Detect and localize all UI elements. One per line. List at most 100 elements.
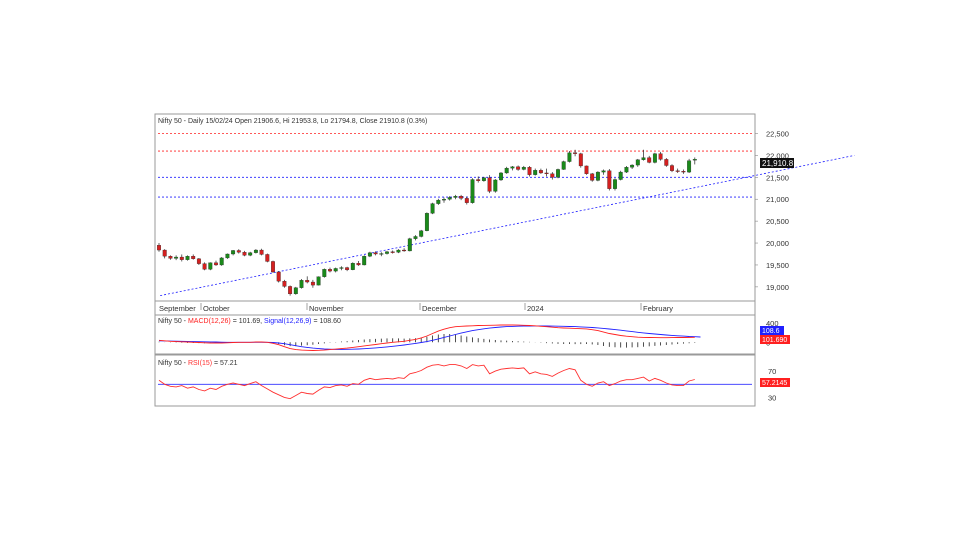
candle-body: [179, 256, 184, 260]
candle-body: [385, 251, 389, 254]
macd-label: MACD(12,26): [188, 318, 231, 325]
candle-body: [481, 177, 486, 181]
month-label: November: [309, 304, 344, 313]
candle-body: [590, 173, 595, 181]
candle: [179, 254, 184, 262]
candle: [282, 279, 287, 288]
candle: [265, 253, 270, 263]
candle: [231, 250, 236, 256]
candle-body: [191, 256, 196, 259]
month-label: September: [159, 304, 196, 313]
candle: [595, 171, 600, 182]
candle-body: [607, 170, 612, 189]
candle: [196, 257, 201, 265]
candle: [658, 151, 663, 161]
candle: [652, 152, 657, 164]
candle-body: [236, 250, 241, 253]
candle-body: [436, 199, 441, 204]
candle-body: [174, 256, 179, 259]
candle: [464, 196, 469, 205]
candle: [647, 155, 652, 164]
candle-body: [635, 159, 640, 166]
price-panel-header: Nifty 50 - Daily 15/02/24 Open 21906.6, …: [158, 118, 427, 125]
price-y-tick-label: 21,000: [766, 195, 789, 204]
candle: [157, 243, 161, 252]
candle: [692, 157, 697, 165]
candle: [174, 255, 179, 261]
candle: [236, 249, 241, 254]
signal-badge: 108.6: [760, 326, 784, 335]
macd-value: = 101.69,: [231, 318, 264, 325]
candle: [214, 260, 218, 266]
candle-body: [567, 152, 572, 162]
candle: [162, 249, 167, 259]
candle-body: [196, 258, 201, 264]
candle: [573, 149, 578, 157]
candle-body: [487, 177, 492, 192]
candle: [607, 169, 612, 191]
candle: [504, 166, 509, 174]
candle: [635, 158, 640, 167]
price-candles: [157, 149, 697, 296]
signal-value: = 108.60: [312, 318, 341, 325]
candle: [459, 194, 464, 201]
candle-body: [516, 166, 521, 170]
candle: [185, 255, 190, 261]
candle: [630, 164, 635, 170]
candle: [681, 169, 686, 174]
price-y-tick-label: 19,000: [766, 283, 789, 292]
candle-body: [476, 179, 481, 181]
candle-body: [373, 252, 378, 255]
candle-body: [601, 170, 606, 173]
candle-body: [687, 160, 692, 173]
candle-body: [584, 165, 589, 174]
candle-body: [493, 179, 498, 192]
candle: [419, 229, 424, 238]
price-y-tick-label: 22,000: [766, 151, 789, 160]
candle: [499, 172, 503, 181]
candle-body: [453, 196, 458, 198]
candle-body: [402, 249, 407, 252]
last-price-badge-bg: [760, 158, 794, 168]
candle: [333, 267, 338, 273]
last-price-badge-text: 21,910.8: [762, 159, 794, 168]
candle: [168, 255, 173, 260]
rsi-y-tick-label: 30: [768, 393, 776, 402]
candle: [328, 267, 332, 273]
rsi-badge-text: 57.2145: [762, 380, 787, 387]
candle-body: [430, 203, 435, 214]
rsi-y-tick-label: 70: [768, 367, 776, 376]
candle: [493, 179, 498, 193]
candle: [322, 268, 327, 278]
rsi-line: [158, 364, 695, 400]
candle-body: [533, 170, 538, 175]
candle: [339, 266, 344, 271]
candle-body: [345, 267, 350, 270]
macd-badge: 101.690: [760, 335, 790, 344]
candle-body: [561, 161, 566, 170]
candle: [447, 196, 452, 201]
candle-body: [510, 166, 515, 169]
candle-body: [157, 245, 161, 251]
candle: [373, 251, 378, 256]
candle: [687, 158, 692, 173]
candle-body: [288, 286, 293, 295]
candle-body: [293, 287, 298, 295]
candle-body: [459, 196, 464, 199]
candle: [641, 149, 646, 161]
candle-body: [328, 269, 332, 272]
macd-y-tick-label: 400: [766, 319, 779, 328]
candle: [225, 253, 230, 259]
candle: [271, 260, 275, 273]
candle-body: [652, 153, 657, 163]
candle: [310, 279, 315, 288]
signal-badge-bg: [760, 326, 784, 335]
candle: [407, 237, 412, 252]
candle-body: [595, 171, 600, 181]
signal-label: Signal(12,26,9): [264, 318, 311, 325]
candle: [442, 197, 446, 203]
candle-body: [168, 256, 173, 259]
candle: [516, 165, 521, 171]
price-panel-frame: [154, 113, 756, 316]
candle-body: [664, 159, 669, 166]
